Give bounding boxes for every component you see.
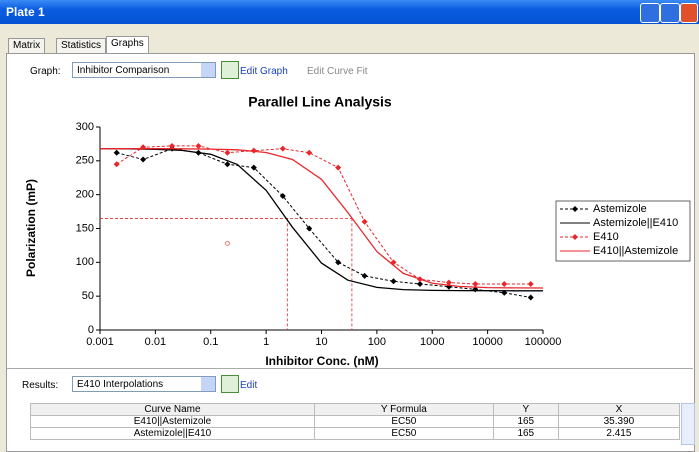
data-point — [195, 142, 202, 149]
data-point — [169, 142, 176, 149]
data-point — [472, 280, 479, 287]
x-tick-label: 1000 — [420, 336, 444, 348]
separator — [7, 368, 693, 369]
y-tick-label: 0 — [88, 324, 94, 336]
data-point — [140, 156, 147, 163]
legend-label: E410||Astemizole — [593, 245, 678, 257]
data-point — [306, 149, 313, 156]
x-tick-label: 10000 — [472, 336, 503, 348]
data-point — [306, 225, 313, 232]
edit-results-link[interactable]: Edit — [240, 380, 258, 391]
data-point — [527, 294, 534, 301]
series-line — [116, 148, 531, 298]
data-point — [279, 193, 286, 200]
tab[interactable]: Matrix — [8, 38, 46, 53]
legend-label: Astemizole — [593, 203, 647, 215]
data-point — [113, 149, 120, 156]
y-tick-label: 150 — [76, 222, 94, 234]
y-tick-label: 50 — [82, 290, 94, 302]
tab[interactable]: Statistics — [56, 38, 107, 53]
legend-label: Astemizole||E410 — [593, 217, 678, 229]
table-cell: Astemizole||E410 — [30, 427, 315, 440]
series-line — [99, 148, 543, 292]
graph-select[interactable]: Inhibitor Comparison — [72, 62, 216, 78]
tab[interactable]: Graphs — [106, 36, 149, 54]
maximize-button[interactable] — [660, 3, 680, 23]
table-cell: 165 — [492, 415, 559, 428]
table-row: E410||Astemizole EC50 165 35.390 — [30, 415, 681, 428]
x-tick-label: 0.1 — [203, 336, 218, 348]
table-cell: 35.390 — [557, 415, 681, 428]
y-tick-label: 250 — [76, 155, 94, 167]
edit-curve-fit-link[interactable]: Edit Curve Fit — [307, 66, 368, 77]
data-point — [390, 278, 397, 285]
outlier-point — [224, 240, 230, 246]
column-header: Curve Name — [30, 403, 315, 416]
chart-title: Parallel Line Analysis — [248, 94, 392, 110]
data-point — [279, 145, 286, 152]
title-bar: Plate 1 — [0, 0, 699, 24]
column-header: Y — [492, 403, 559, 416]
data-point — [250, 164, 257, 171]
legend-marker — [572, 206, 578, 212]
table-cell: 165 — [492, 427, 559, 440]
y-axis-title: Polarization (mP) — [24, 179, 38, 277]
data-point — [250, 147, 257, 154]
data-point — [224, 149, 231, 156]
column-header: Y Formula — [313, 403, 494, 416]
table-cell: EC50 — [313, 427, 494, 440]
table-cell: EC50 — [313, 415, 494, 428]
header-row: Curve Name Y Formula Y X — [30, 403, 681, 416]
series-line — [116, 145, 531, 285]
x-tick-label: 100 — [368, 336, 386, 348]
close-button[interactable] — [680, 3, 698, 23]
results-label: Results: — [22, 380, 59, 391]
x-tick-label: 100000 — [525, 336, 562, 348]
y-tick-label: 200 — [76, 189, 94, 201]
data-point — [501, 280, 508, 287]
edit-icon[interactable] — [221, 61, 239, 79]
chart: Parallel Line Analysis Inhibitor Conc. (… — [24, 94, 691, 368]
data-point — [113, 161, 120, 168]
window-title: Plate 1 — [6, 5, 45, 19]
data-point — [445, 279, 452, 286]
data-point — [224, 161, 231, 168]
x-tick-label: 0.001 — [86, 336, 114, 348]
column-header: X — [557, 403, 681, 416]
y-tick-label: 300 — [76, 121, 94, 133]
table-cell: E410||Astemizole — [30, 415, 315, 428]
table-cell: 2.415 — [557, 427, 681, 440]
legend-marker — [572, 234, 578, 240]
results-select[interactable]: E410 Interpolations — [72, 376, 216, 392]
x-axis-title: Inhibitor Conc. (nM) — [265, 354, 378, 368]
data-point — [527, 280, 534, 287]
edit-graph-link[interactable]: Edit Graph — [240, 66, 288, 77]
x-tick-label: 0.01 — [145, 336, 166, 348]
data-point — [335, 164, 342, 171]
data-point — [361, 218, 368, 225]
legend-label: E410 — [593, 231, 619, 243]
table-row: Astemizole||E410 EC50 165 2.415 — [30, 427, 681, 440]
edit-icon[interactable] — [221, 375, 239, 393]
y-tick-label: 100 — [76, 256, 94, 268]
x-tick-label: 10 — [315, 336, 327, 348]
scrollbar[interactable] — [681, 403, 695, 445]
minimize-button[interactable] — [640, 3, 660, 23]
x-tick-label: 1 — [263, 336, 269, 348]
data-point — [416, 280, 423, 287]
data-point — [361, 272, 368, 279]
series-line — [100, 148, 544, 289]
data-point — [335, 259, 342, 266]
results-table: Curve Name Y Formula Y X E410||Astemizole EC5… — [30, 403, 681, 440]
graph-label: Graph: — [30, 66, 61, 77]
